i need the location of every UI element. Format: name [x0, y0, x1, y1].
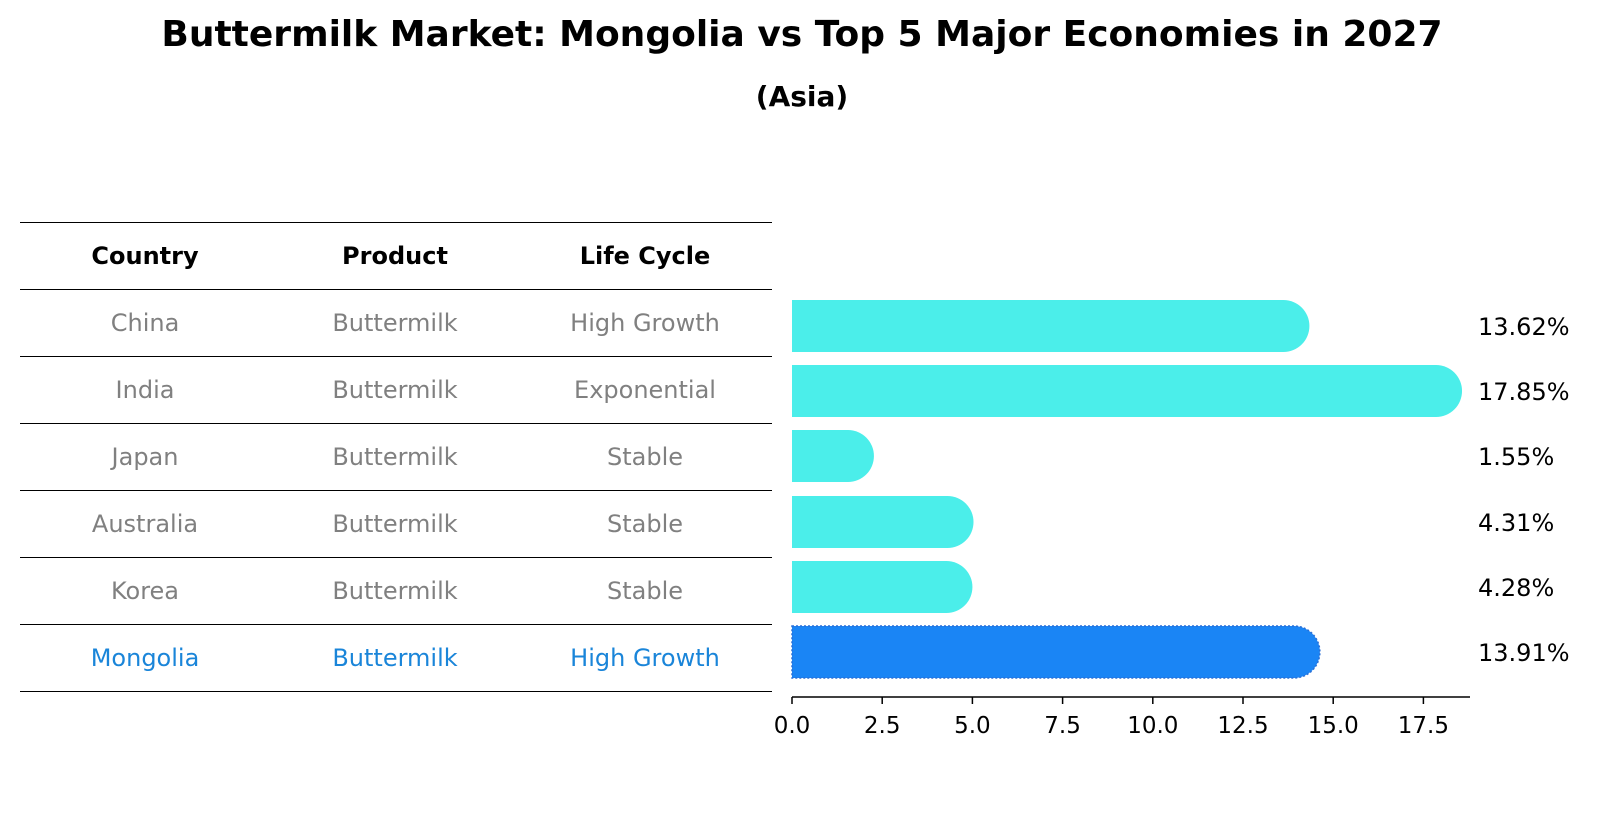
- cell-life-cycle: High Growth: [570, 644, 720, 672]
- x-tick-label: 5.0: [954, 713, 991, 739]
- cell-product: Buttermilk: [332, 577, 458, 605]
- table-row: Japan Buttermilk Stable: [20, 424, 772, 491]
- cell-country: Korea: [110, 577, 180, 605]
- table-row: China Buttermilk High Growth: [20, 290, 772, 357]
- x-tick-label: 17.5: [1398, 713, 1449, 739]
- bar-value-label: 1.55%: [1478, 443, 1554, 471]
- cell-product: Buttermilk: [332, 510, 458, 538]
- cell-life-cycle: Stable: [606, 577, 684, 605]
- table-row: Korea Buttermilk Stable: [20, 558, 772, 625]
- cell-country: Australia: [91, 510, 199, 538]
- bar-mongolia: [791, 625, 1321, 679]
- cell-product: Buttermilk: [332, 376, 458, 404]
- cell-country: Japan: [111, 443, 179, 471]
- bar-value-label: 17.85%: [1478, 378, 1570, 406]
- table-header-row: Country Product Life Cycle: [20, 222, 772, 290]
- x-tick-label: 7.5: [1044, 713, 1081, 739]
- chart-title: Buttermilk Market: Mongolia vs Top 5 Maj…: [161, 14, 1443, 55]
- cell-country: China: [110, 309, 180, 337]
- cell-product: Buttermilk: [332, 309, 458, 337]
- bar-value-label: 4.28%: [1478, 574, 1554, 602]
- header-life-cycle: Life Cycle: [579, 242, 711, 270]
- cell-country: India: [115, 376, 175, 404]
- bar-value-label: 13.62%: [1478, 313, 1570, 341]
- x-tick-label: 10.0: [1127, 713, 1178, 739]
- x-tick-label: 15.0: [1308, 713, 1359, 739]
- header-country: Country: [91, 242, 199, 270]
- chart-subtitle: (Asia): [755, 80, 849, 113]
- x-tick-label: 0.0: [774, 713, 811, 739]
- x-tick-label: 12.5: [1217, 713, 1268, 739]
- bar-japan: [792, 430, 874, 482]
- x-tick-label: 2.5: [864, 713, 901, 739]
- bar-value-label: 13.91%: [1478, 639, 1570, 667]
- table-row: India Buttermilk Exponential: [20, 357, 772, 424]
- cell-life-cycle: Exponential: [574, 376, 716, 404]
- bar-china: [792, 300, 1310, 352]
- table-row: Australia Buttermilk Stable: [20, 491, 772, 558]
- cell-country: Mongolia: [90, 644, 200, 672]
- header-product: Product: [342, 242, 448, 270]
- bar-india: [792, 365, 1463, 417]
- bar-australia: [792, 496, 974, 548]
- data-table: Country Product Life Cycle China Butterm…: [20, 222, 772, 692]
- cell-life-cycle: Stable: [606, 443, 684, 471]
- table-row-highlight: Mongolia Buttermilk High Growth: [20, 625, 772, 692]
- cell-product: Buttermilk: [332, 644, 458, 672]
- cell-life-cycle: Stable: [606, 510, 684, 538]
- cell-product: Buttermilk: [332, 443, 458, 471]
- bar-korea: [792, 561, 973, 613]
- cell-life-cycle: High Growth: [570, 309, 720, 337]
- bar-value-label: 4.31%: [1478, 509, 1554, 537]
